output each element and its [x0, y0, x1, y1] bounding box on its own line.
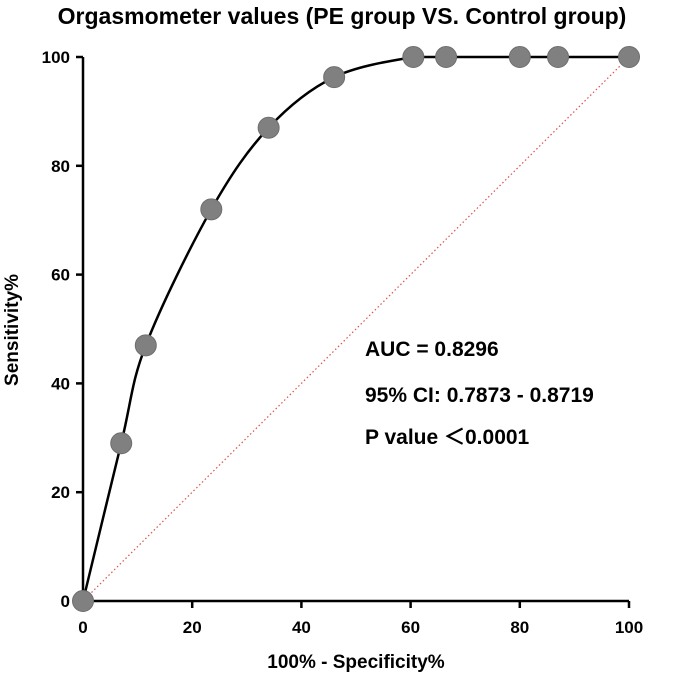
- ci-annotation: 95% CI: 0.7873 - 0.8719: [365, 384, 594, 407]
- data-point: [435, 46, 458, 68]
- data-point: [547, 46, 570, 68]
- data-point: [134, 334, 157, 357]
- data-point: [72, 590, 94, 612]
- x-tick-label: 100: [615, 618, 643, 637]
- y-tick-label: 40: [51, 374, 70, 393]
- data-point: [402, 46, 425, 68]
- data-point: [200, 198, 223, 221]
- data-point: [508, 46, 531, 68]
- y-tick-label: 0: [61, 592, 70, 611]
- y-tick-label: 80: [51, 157, 70, 176]
- y-tick-label: 60: [51, 266, 70, 285]
- y-tick-label: 100: [42, 48, 70, 67]
- data-point: [110, 432, 133, 455]
- axes: 0 20 40 60 80 100 0 20 40 60 80 100: [42, 48, 644, 637]
- y-axis-label: Sensitivity%: [2, 274, 23, 386]
- reference-line-layer: [82, 56, 630, 602]
- data-point: [257, 116, 280, 139]
- reference-diagonal-line: [82, 56, 630, 602]
- p-value-annotation: P value ＜0.0001: [365, 426, 530, 449]
- auc-annotation: AUC = 0.8296: [365, 338, 499, 361]
- x-tick-label: 0: [78, 618, 87, 637]
- chart-title: Orgasmometer values (PE group VS. Contro…: [58, 3, 627, 29]
- data-points-layer: [72, 46, 640, 612]
- x-axis-label: 100% - Specificity%: [267, 652, 445, 673]
- x-tick-label: 20: [183, 618, 202, 637]
- data-point: [618, 46, 640, 68]
- x-tick-label: 40: [292, 618, 311, 637]
- data-point: [323, 66, 346, 89]
- x-tick-label: 60: [401, 618, 420, 637]
- y-tick-label: 20: [51, 483, 70, 502]
- x-tick-label: 80: [510, 618, 529, 637]
